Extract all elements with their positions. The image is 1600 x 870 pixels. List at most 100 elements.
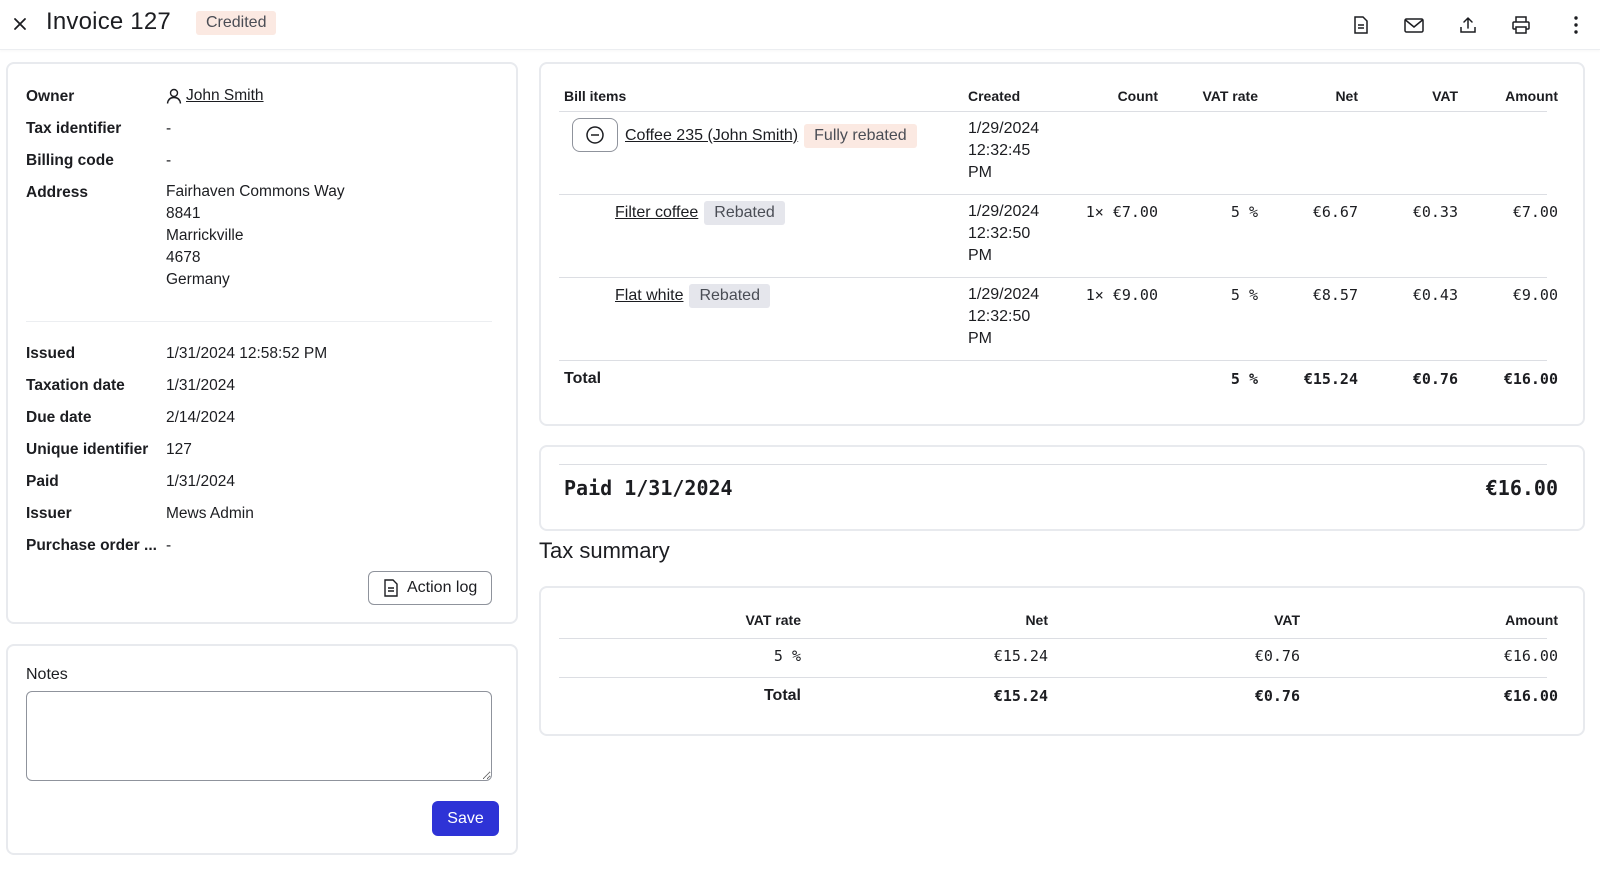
created-ampm: PM <box>968 164 992 181</box>
item-link[interactable]: Flat white <box>615 287 684 304</box>
tax-id-label: Tax identifier <box>26 120 122 137</box>
address-value: Fairhaven Commons Way 8841 Marrickville … <box>166 181 345 291</box>
net-cell: €6.67 <box>1312 203 1358 221</box>
amount-cell: €9.00 <box>1512 286 1558 304</box>
notes-label: Notes <box>26 666 68 683</box>
document-icon <box>384 579 398 597</box>
item-name-cell: Filter coffee Rebated <box>615 201 785 225</box>
notes-card: Notes Save <box>6 644 518 855</box>
created-cell: 1/29/2024 12:32:50 PM <box>968 201 1039 267</box>
address-line: 4678 <box>166 249 201 266</box>
more-vertical-icon <box>1574 16 1578 34</box>
column-header-vat: VAT <box>1432 88 1458 104</box>
issuer-label: Issuer <box>26 505 72 522</box>
created-date: 1/29/2024 <box>968 203 1040 220</box>
print-button[interactable] <box>1506 10 1536 40</box>
due-date-value: 2/14/2024 <box>166 409 235 426</box>
created-date: 1/29/2024 <box>968 286 1040 303</box>
total-label: Total <box>763 687 801 704</box>
tax-summary-card: VAT rate Net VAT Amount 5 % €15.24 €0.76… <box>539 586 1585 736</box>
column-header-items: Bill items <box>564 88 627 104</box>
address-line: Germany <box>166 271 230 288</box>
issued-label: Issued <box>26 345 76 362</box>
column-header-vat-rate: VAT rate <box>1202 88 1259 104</box>
owner-link[interactable]: John Smith <box>186 87 264 104</box>
unique-id-label: Unique identifier <box>26 441 149 458</box>
column-header-vat: VAT <box>1274 612 1300 628</box>
created-cell: 1/29/2024 12:32:45 PM <box>968 118 1039 184</box>
bill-group-link[interactable]: Coffee 235 (John Smith) <box>625 127 799 144</box>
created-cell: 1/29/2024 12:32:50 PM <box>968 284 1039 350</box>
notes-textarea[interactable] <box>26 691 492 781</box>
document-icon <box>1354 16 1368 34</box>
purchase-order-value: - <box>166 537 172 554</box>
status-badge: Fully rebated <box>804 124 917 148</box>
status-badge: Rebated <box>689 284 770 308</box>
total-amount: €16.00 <box>1503 687 1558 705</box>
payment-amount: €16.00 <box>1485 476 1558 500</box>
action-log-label: Action log <box>407 579 478 596</box>
header: Invoice 127 Credited <box>0 0 1600 50</box>
printer-icon <box>1512 16 1530 34</box>
tax-summary-title: Tax summary <box>539 538 670 563</box>
address-line: Fairhaven Commons Way <box>166 183 345 200</box>
address-label: Address <box>26 184 89 201</box>
item-link[interactable]: Filter coffee <box>615 204 699 221</box>
close-icon <box>14 18 26 30</box>
vat-cell: €0.43 <box>1412 286 1458 304</box>
more-button[interactable] <box>1561 10 1591 40</box>
address-line: 8841 <box>166 205 201 222</box>
document-button[interactable] <box>1346 10 1376 40</box>
net-cell: €8.57 <box>1312 286 1358 304</box>
row-divider <box>559 360 1547 361</box>
created-time: 12:32:50 <box>968 308 1031 325</box>
total-vat-rate: 5 % <box>1230 370 1258 388</box>
billing-code-label: Billing code <box>26 152 114 169</box>
taxation-date-value: 1/31/2024 <box>166 377 235 394</box>
issuer-value: Mews Admin <box>166 505 254 522</box>
total-vat: €0.76 <box>1254 687 1300 705</box>
minus-circle-icon <box>586 126 604 144</box>
total-net: €15.24 <box>993 687 1048 705</box>
close-button[interactable] <box>6 10 34 38</box>
owner-label: Owner <box>26 88 75 105</box>
created-date: 1/29/2024 <box>968 120 1040 137</box>
vat-rate-cell: 5 % <box>773 647 801 665</box>
header-divider <box>559 111 1547 112</box>
collapse-group-button[interactable] <box>572 118 618 152</box>
upload-icon <box>1460 16 1476 33</box>
vat-cell: €0.76 <box>1254 647 1300 665</box>
payment-divider <box>559 464 1547 465</box>
column-header-net: Net <box>1335 88 1358 104</box>
paid-label: Paid <box>26 473 59 490</box>
count-cell: 1× €9.00 <box>1085 286 1158 304</box>
header-divider <box>559 638 1547 639</box>
email-button[interactable] <box>1399 10 1429 40</box>
details-divider <box>26 321 492 322</box>
unique-id-value: 127 <box>166 441 192 458</box>
invoice-details-card: Owner John Smith Tax identifier - Billin… <box>6 62 518 624</box>
row-divider <box>559 194 1547 195</box>
export-button[interactable] <box>1453 10 1483 40</box>
billing-code-value: - <box>166 152 172 169</box>
owner-value: John Smith <box>166 87 264 105</box>
total-label: Total <box>564 370 602 387</box>
paid-value: 1/31/2024 <box>166 473 235 490</box>
column-header-net: Net <box>1025 612 1048 628</box>
save-button[interactable]: Save <box>432 801 499 836</box>
total-amount: €16.00 <box>1503 370 1558 388</box>
bill-items-card: Bill items Created Count VAT rate Net VA… <box>539 62 1585 426</box>
created-time: 12:32:45 <box>968 142 1031 159</box>
person-icon <box>166 88 182 104</box>
purchase-order-label: Purchase order ... <box>26 537 157 554</box>
action-log-button[interactable]: Action log <box>368 571 493 605</box>
vat-cell: €0.33 <box>1412 203 1458 221</box>
total-net: €15.24 <box>1303 370 1358 388</box>
vat-rate-cell: 5 % <box>1230 203 1258 221</box>
count-cell: 1× €7.00 <box>1085 203 1158 221</box>
row-divider <box>559 677 1547 678</box>
tax-id-value: - <box>166 120 172 137</box>
payment-label: Paid 1/31/2024 <box>564 476 733 500</box>
page-title: Invoice 127 <box>46 8 171 35</box>
status-badge: Rebated <box>704 201 785 225</box>
